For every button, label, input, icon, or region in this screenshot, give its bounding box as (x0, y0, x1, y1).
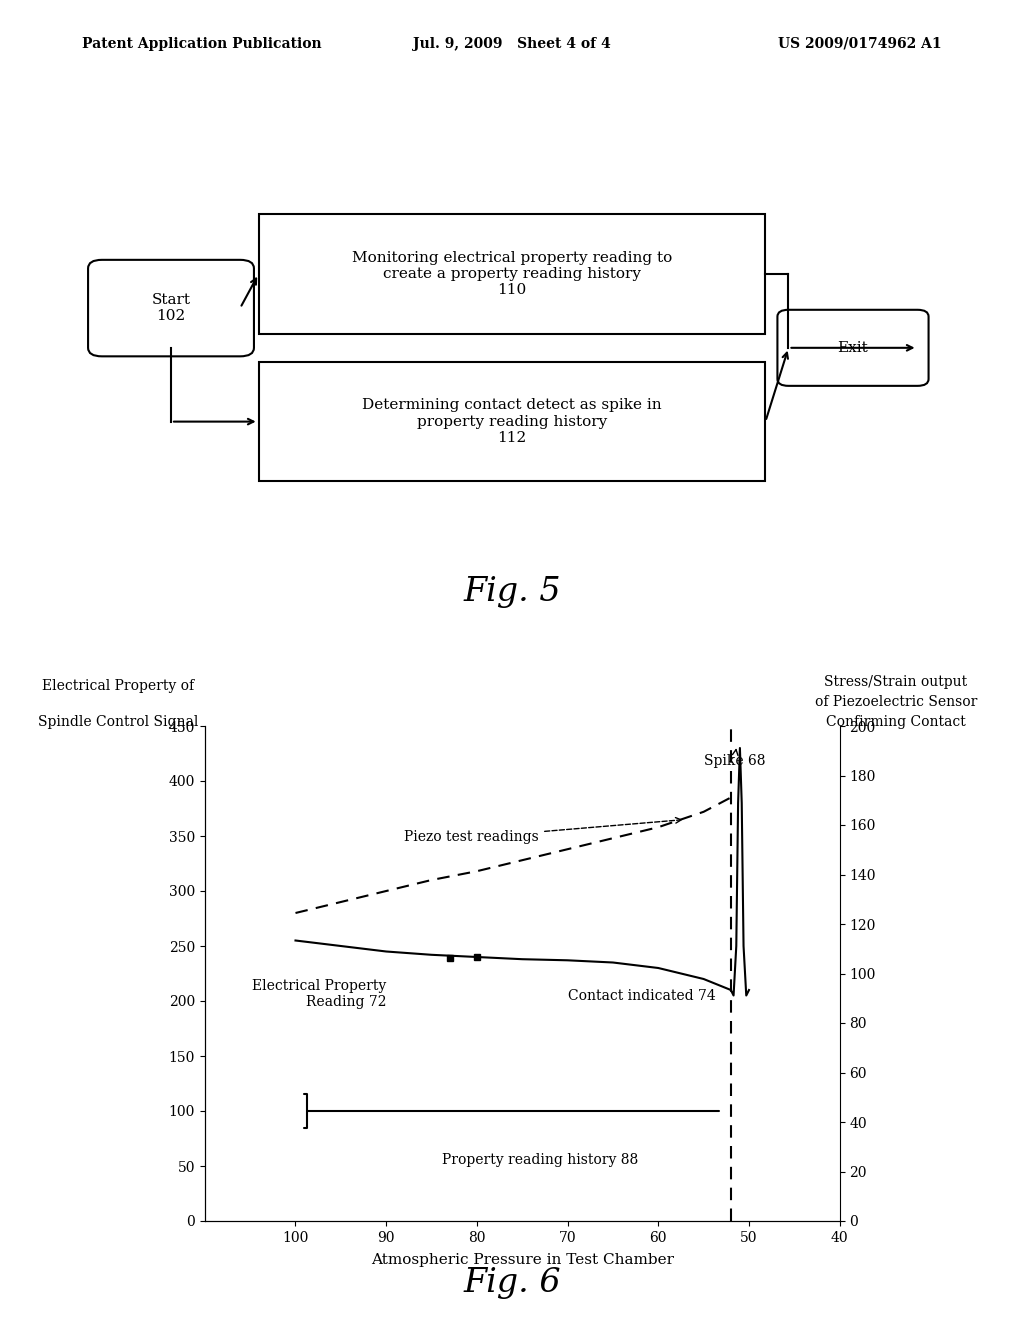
Text: Electrical Property
Reading 72: Electrical Property Reading 72 (252, 979, 386, 1010)
Text: Stress/Strain output: Stress/Strain output (824, 675, 968, 689)
Text: Property reading history 88: Property reading history 88 (442, 1152, 639, 1167)
Text: Spindle Control Signal: Spindle Control Signal (38, 715, 198, 730)
Text: Determining contact detect as spike in
property reading history
112: Determining contact detect as spike in p… (362, 399, 662, 445)
Text: Monitoring electrical property reading to
create a property reading history
110: Monitoring electrical property reading t… (352, 251, 672, 297)
FancyBboxPatch shape (777, 310, 929, 385)
Text: Start
102: Start 102 (152, 293, 190, 323)
FancyBboxPatch shape (258, 214, 766, 334)
Text: Patent Application Publication: Patent Application Publication (82, 37, 322, 51)
Text: of Piezoelectric Sensor: of Piezoelectric Sensor (815, 694, 977, 709)
Text: Confirming Contact: Confirming Contact (826, 714, 966, 729)
FancyBboxPatch shape (88, 260, 254, 356)
Text: Fig. 5: Fig. 5 (463, 576, 561, 609)
X-axis label: Atmospheric Pressure in Test Chamber: Atmospheric Pressure in Test Chamber (371, 1253, 674, 1267)
Text: US 2009/0174962 A1: US 2009/0174962 A1 (778, 37, 942, 51)
Text: Spike 68: Spike 68 (703, 750, 765, 767)
Text: Contact indicated 74: Contact indicated 74 (567, 989, 716, 1002)
FancyBboxPatch shape (258, 362, 766, 482)
Text: Electrical Property of: Electrical Property of (42, 678, 194, 693)
Text: Exit: Exit (838, 341, 868, 355)
Text: Fig. 6: Fig. 6 (463, 1267, 561, 1299)
Text: Jul. 9, 2009   Sheet 4 of 4: Jul. 9, 2009 Sheet 4 of 4 (413, 37, 611, 51)
Text: Piezo test readings: Piezo test readings (404, 817, 681, 845)
